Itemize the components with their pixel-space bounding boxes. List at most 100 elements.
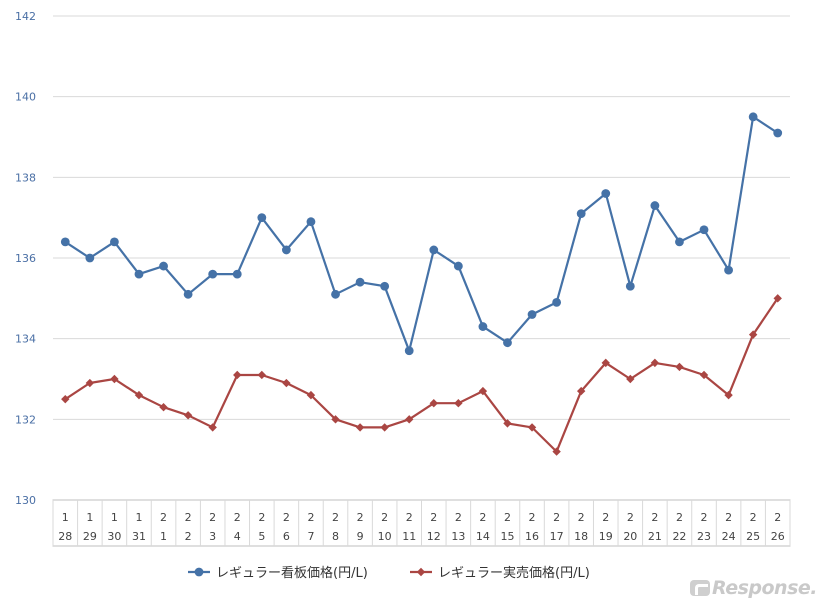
x-tick-day: 24 — [722, 530, 736, 543]
x-tick-day: 26 — [771, 530, 785, 543]
x-tick-day: 31 — [132, 530, 146, 543]
data-point — [331, 415, 340, 424]
grid-lines — [53, 15, 790, 501]
x-tick-month: 2 — [602, 511, 609, 524]
legend-item-1: レギュラー看板価格(円/L) — [188, 565, 368, 581]
x-tick-month: 2 — [430, 511, 437, 524]
x-tick-day: 2 — [185, 530, 192, 543]
x-tick-day: 23 — [697, 530, 711, 543]
x-tick-day: 17 — [550, 530, 564, 543]
data-point — [699, 370, 709, 380]
y-tick-label: 138 — [15, 171, 36, 184]
response-watermark: Response. — [690, 577, 817, 599]
x-tick-month: 2 — [209, 511, 216, 524]
y-tick-label: 130 — [15, 494, 36, 507]
data-point — [429, 399, 438, 408]
series-layer — [60, 112, 783, 456]
data-point — [331, 289, 340, 299]
x-tick-month: 1 — [62, 511, 69, 524]
legend-marker — [416, 567, 426, 577]
data-point — [306, 217, 316, 227]
x-tick-month: 2 — [627, 511, 634, 524]
series-2 — [61, 294, 782, 456]
data-point — [675, 362, 684, 372]
data-point — [748, 112, 758, 122]
data-point — [355, 277, 365, 287]
data-point — [773, 128, 783, 138]
x-tick-day: 3 — [209, 530, 216, 543]
x-tick-month: 2 — [701, 511, 708, 524]
x-tick-month: 2 — [651, 511, 658, 524]
data-point — [380, 423, 389, 432]
data-point — [405, 415, 414, 424]
data-point — [159, 403, 168, 412]
x-tick-day: 5 — [258, 530, 265, 543]
x-tick-day: 10 — [378, 530, 392, 543]
data-point — [724, 265, 733, 275]
x-tick-day: 8 — [332, 530, 339, 543]
data-point — [85, 253, 95, 263]
data-point — [626, 374, 635, 384]
x-tick-month: 2 — [357, 511, 364, 524]
x-tick-month: 2 — [234, 511, 241, 524]
x-tick-month: 2 — [504, 511, 511, 524]
data-point — [183, 289, 193, 299]
data-point — [552, 297, 562, 307]
data-point — [650, 358, 660, 368]
x-tick-month: 1 — [111, 511, 118, 524]
x-tick-month: 2 — [578, 511, 585, 524]
y-tick-label: 142 — [15, 10, 36, 23]
x-tick-day: 9 — [357, 530, 364, 543]
x-tick-day: 15 — [500, 530, 514, 543]
x-tick-month: 2 — [332, 511, 339, 524]
x-tick-day: 14 — [476, 530, 490, 543]
x-tick-day: 4 — [234, 530, 241, 543]
data-point — [503, 419, 512, 428]
data-point — [355, 423, 365, 432]
series-1 — [60, 112, 783, 356]
data-point — [650, 201, 660, 210]
x-axis: 1281291301312122232425262728292102112122… — [52, 499, 791, 547]
data-point — [699, 225, 709, 235]
data-point — [675, 237, 684, 247]
data-point — [625, 281, 635, 291]
x-tick-day: 13 — [451, 530, 465, 543]
x-tick-month: 2 — [479, 511, 486, 524]
data-point — [454, 399, 463, 408]
x-tick-day: 18 — [574, 530, 588, 543]
data-point — [208, 269, 218, 279]
data-point — [257, 370, 267, 380]
x-tick-month: 2 — [455, 511, 462, 524]
data-point — [61, 394, 70, 404]
x-tick-month: 2 — [725, 511, 732, 524]
x-tick-month: 1 — [135, 511, 142, 524]
data-point — [724, 390, 733, 400]
y-tick-label: 136 — [15, 252, 36, 265]
y-tick-label: 132 — [15, 413, 36, 426]
data-point — [282, 378, 291, 388]
x-tick-day: 29 — [83, 530, 97, 543]
watermark-text: Response. — [712, 577, 817, 599]
data-point — [159, 261, 168, 271]
data-point — [183, 411, 193, 420]
data-point — [773, 294, 782, 303]
data-point — [576, 386, 586, 396]
x-tick-month: 2 — [185, 511, 192, 524]
y-axis: 130 132 134 136 138 140 142 — [15, 10, 36, 507]
data-point — [601, 358, 610, 368]
x-tick-day: 6 — [283, 530, 290, 543]
legend-label: レギュラー実売価格(円/L) — [438, 565, 590, 581]
data-point — [527, 423, 537, 432]
x-tick-month: 1 — [86, 511, 93, 524]
data-point — [552, 447, 561, 456]
x-tick-day: 21 — [648, 530, 662, 543]
x-tick-month: 2 — [750, 511, 757, 524]
data-point — [232, 269, 242, 279]
data-point — [85, 378, 95, 388]
x-tick-month: 2 — [160, 511, 167, 524]
data-point — [748, 330, 758, 339]
legend-marker — [194, 567, 204, 577]
series-line-1 — [64, 115, 779, 352]
x-tick-month: 2 — [283, 511, 290, 524]
